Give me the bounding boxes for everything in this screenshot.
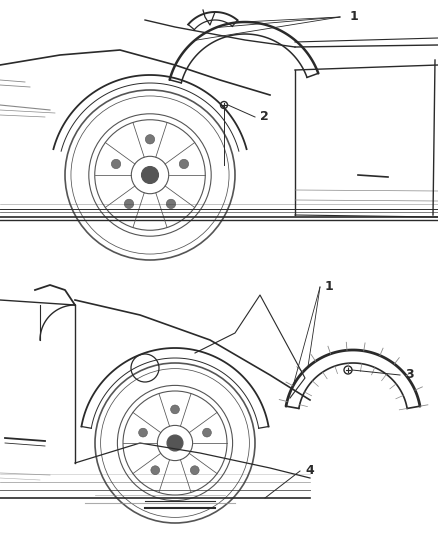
- Circle shape: [111, 159, 121, 168]
- Circle shape: [170, 405, 180, 414]
- Circle shape: [145, 135, 155, 144]
- Circle shape: [179, 159, 189, 168]
- Circle shape: [167, 435, 183, 451]
- Text: 1: 1: [325, 280, 334, 294]
- Circle shape: [141, 166, 159, 183]
- Circle shape: [166, 199, 176, 208]
- Circle shape: [202, 428, 212, 437]
- Circle shape: [139, 428, 148, 437]
- Text: 3: 3: [405, 368, 413, 382]
- Circle shape: [124, 199, 134, 208]
- Circle shape: [151, 466, 159, 474]
- Text: 2: 2: [260, 110, 269, 124]
- Circle shape: [191, 466, 199, 474]
- Text: 4: 4: [305, 464, 314, 478]
- Text: 1: 1: [350, 11, 359, 23]
